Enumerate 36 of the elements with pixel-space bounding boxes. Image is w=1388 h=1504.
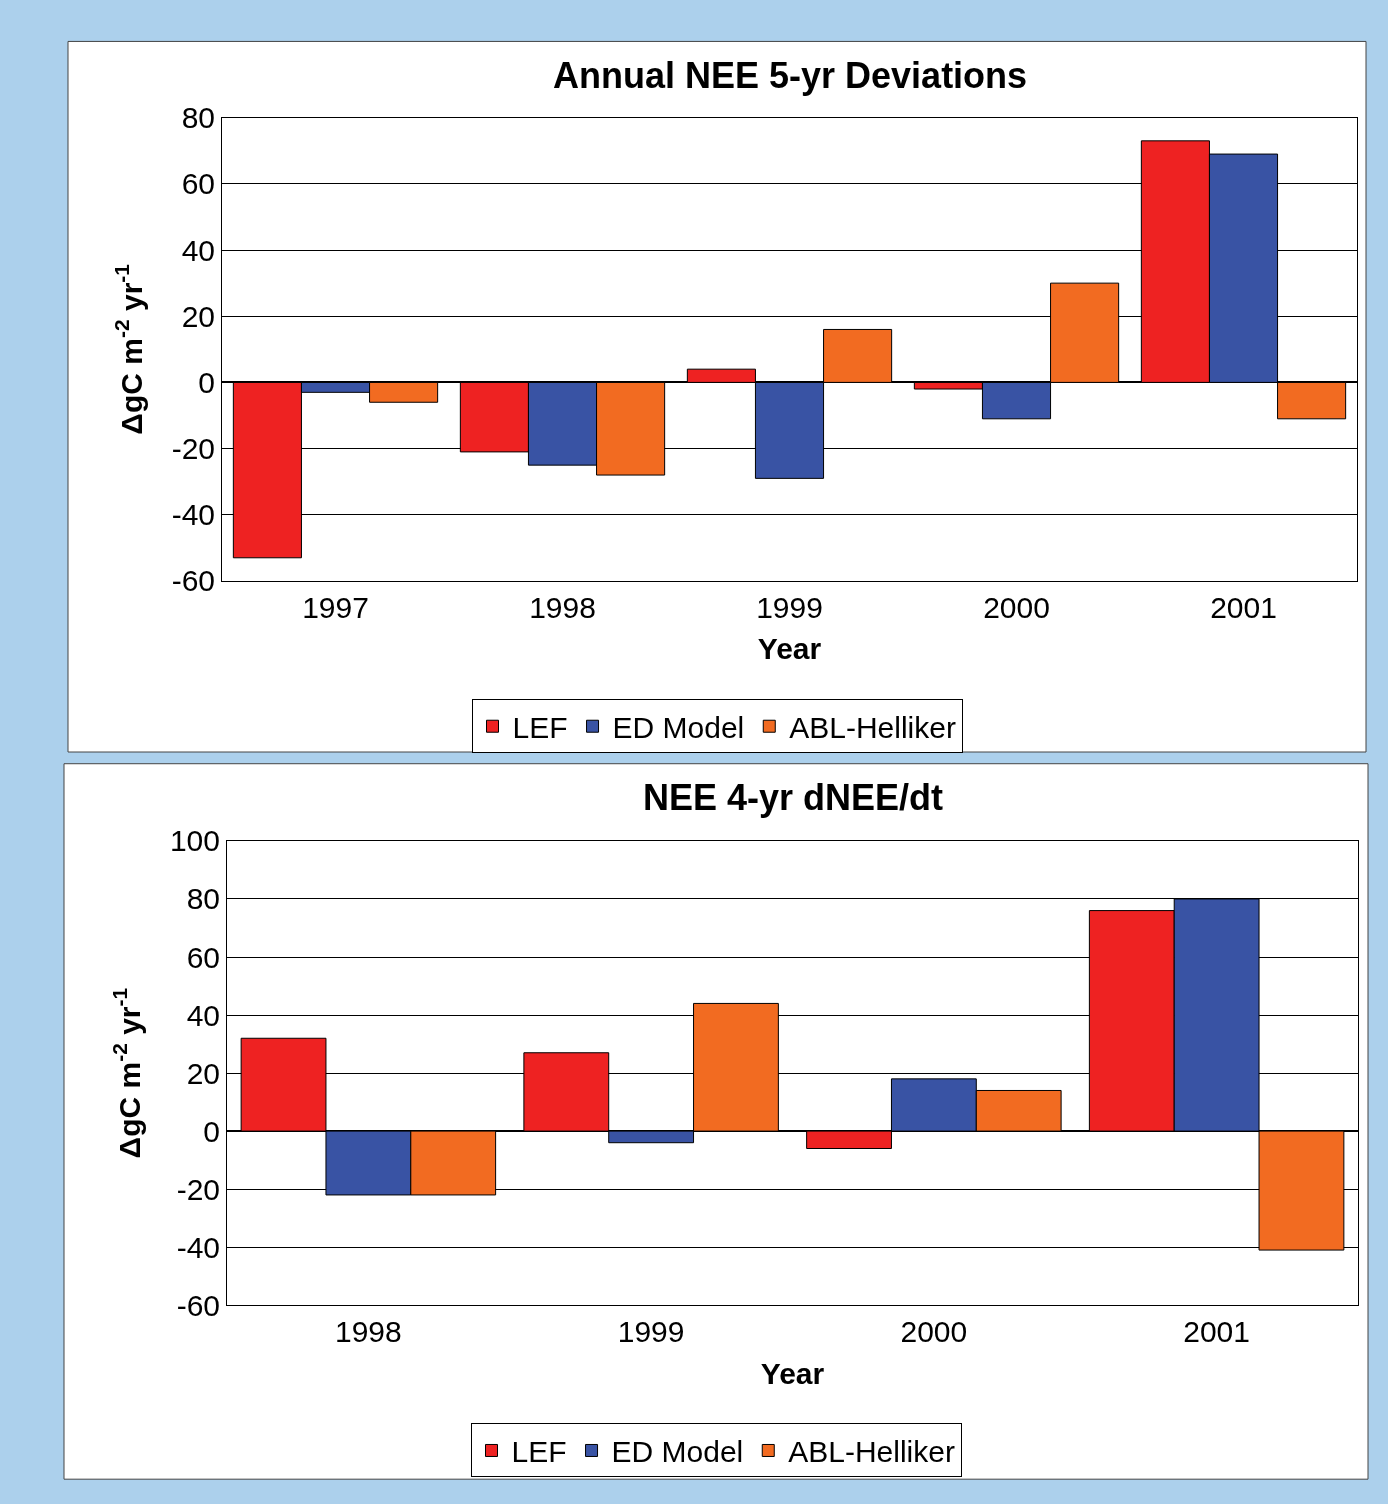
y-tick-label: 0	[198, 365, 215, 399]
legend-label: ED Model	[611, 1435, 744, 1469]
x-tick-label: 1997	[302, 590, 369, 624]
legend-label: ED Model	[612, 710, 745, 744]
y-tick-label: -40	[176, 1230, 220, 1264]
x-axis-title: Year	[760, 1356, 825, 1390]
x-tick-label: 2001	[1210, 590, 1277, 624]
y-tick-label: 100	[169, 824, 220, 858]
x-axis-title: Year	[757, 632, 822, 666]
x-tick-label: 1998	[529, 590, 596, 624]
y-tick-label: 40	[181, 233, 215, 267]
y-tick-label: 80	[181, 101, 215, 135]
chart-title: NEE 4-yr dNEE/dt	[643, 777, 944, 818]
x-tick-label: 2000	[900, 1315, 968, 1349]
x-tick-label: 2000	[983, 590, 1050, 624]
x-tick-label: 2001	[1183, 1315, 1250, 1349]
y-tick-label: -20	[171, 432, 215, 466]
y-tick-label: -60	[176, 1288, 220, 1322]
legend-label: LEF	[512, 710, 568, 744]
y-tick-label: 0	[203, 1114, 220, 1148]
y-tick-label: -20	[176, 1172, 220, 1206]
y-tick-label: 80	[186, 882, 220, 916]
x-tick-label: 1998	[334, 1315, 402, 1349]
x-tick-label: 1999	[756, 590, 823, 624]
legend-label: ABL-Helliker	[788, 1435, 955, 1469]
y-tick-label: 20	[181, 299, 215, 333]
chart-title: Annual NEE 5-yr Deviations	[553, 55, 1028, 96]
y-tick-label: -40	[171, 498, 215, 532]
y-tick-label: 40	[186, 998, 220, 1032]
y-tick-label: 60	[181, 167, 215, 201]
y-tick-label: -60	[171, 564, 215, 598]
x-tick-label: 1999	[617, 1315, 685, 1349]
y-tick-label: 60	[186, 940, 220, 974]
legend-label: ABL-Helliker	[789, 710, 956, 744]
y-tick-label: 20	[186, 1056, 220, 1090]
legend-label: LEF	[511, 1435, 567, 1469]
